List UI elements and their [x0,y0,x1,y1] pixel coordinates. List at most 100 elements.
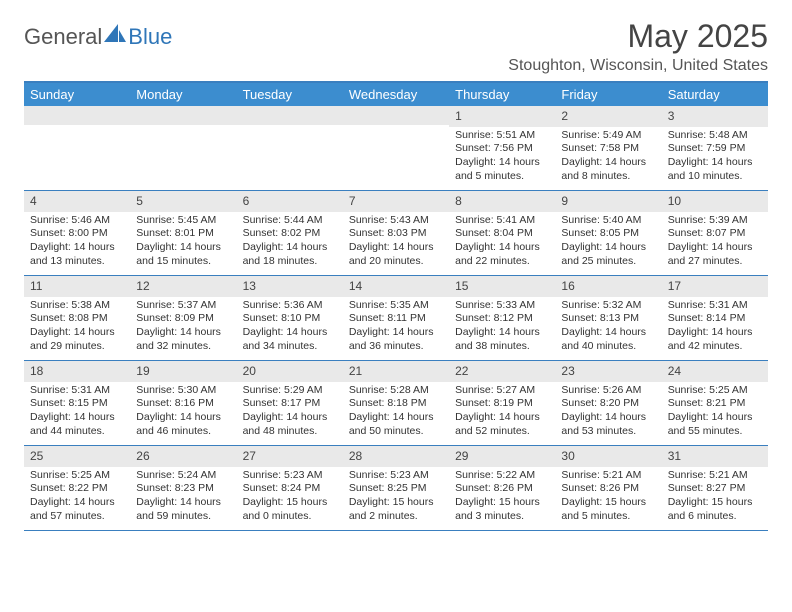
sunset-text: Sunset: 8:21 PM [668,397,762,411]
calendar-cell: 21Sunrise: 5:28 AMSunset: 8:18 PMDayligh… [343,361,449,445]
sunrise-text: Sunrise: 5:40 AM [561,214,655,228]
sail-icon [104,24,126,50]
daylight-text: Daylight: 14 hours [455,241,549,255]
cell-body: Sunrise: 5:33 AMSunset: 8:12 PMDaylight:… [449,297,555,358]
sunrise-text: Sunrise: 5:21 AM [561,469,655,483]
daylight-text: Daylight: 14 hours [455,411,549,425]
daylight-text: and 18 minutes. [243,255,337,269]
day-header: Saturday [662,83,768,106]
calendar-week: 11Sunrise: 5:38 AMSunset: 8:08 PMDayligh… [24,276,768,361]
day-number: 13 [237,276,343,297]
sunrise-text: Sunrise: 5:31 AM [668,299,762,313]
day-number: 27 [237,446,343,467]
cell-body: Sunrise: 5:22 AMSunset: 8:26 PMDaylight:… [449,467,555,528]
day-number: 3 [662,106,768,127]
sunset-text: Sunset: 8:19 PM [455,397,549,411]
daylight-text: and 40 minutes. [561,340,655,354]
calendar-cell [24,106,130,190]
day-number: 6 [237,191,343,212]
daylight-text: Daylight: 14 hours [668,241,762,255]
sunset-text: Sunset: 8:25 PM [349,482,443,496]
calendar-cell: 5Sunrise: 5:45 AMSunset: 8:01 PMDaylight… [130,191,236,275]
page-title: May 2025 [508,18,768,55]
sunset-text: Sunset: 7:59 PM [668,142,762,156]
cell-body: Sunrise: 5:31 AMSunset: 8:15 PMDaylight:… [24,382,130,443]
sunset-text: Sunset: 8:02 PM [243,227,337,241]
calendar-cell: 25Sunrise: 5:25 AMSunset: 8:22 PMDayligh… [24,446,130,530]
sunrise-text: Sunrise: 5:32 AM [561,299,655,313]
cell-body: Sunrise: 5:26 AMSunset: 8:20 PMDaylight:… [555,382,661,443]
day-number [343,106,449,125]
cell-body: Sunrise: 5:30 AMSunset: 8:16 PMDaylight:… [130,382,236,443]
sunrise-text: Sunrise: 5:23 AM [243,469,337,483]
sunrise-text: Sunrise: 5:27 AM [455,384,549,398]
daylight-text: and 5 minutes. [561,510,655,524]
calendar-cell: 6Sunrise: 5:44 AMSunset: 8:02 PMDaylight… [237,191,343,275]
cell-body: Sunrise: 5:24 AMSunset: 8:23 PMDaylight:… [130,467,236,528]
day-number: 1 [449,106,555,127]
sunrise-text: Sunrise: 5:24 AM [136,469,230,483]
calendar-cell: 29Sunrise: 5:22 AMSunset: 8:26 PMDayligh… [449,446,555,530]
calendar-cell: 26Sunrise: 5:24 AMSunset: 8:23 PMDayligh… [130,446,236,530]
daylight-text: Daylight: 14 hours [136,411,230,425]
daylight-text: Daylight: 14 hours [349,241,443,255]
calendar-cell: 1Sunrise: 5:51 AMSunset: 7:56 PMDaylight… [449,106,555,190]
day-number: 11 [24,276,130,297]
calendar-cell [130,106,236,190]
sunrise-text: Sunrise: 5:43 AM [349,214,443,228]
day-number [237,106,343,125]
sunrise-text: Sunrise: 5:44 AM [243,214,337,228]
cell-body: Sunrise: 5:41 AMSunset: 8:04 PMDaylight:… [449,212,555,273]
day-number: 14 [343,276,449,297]
cell-body: Sunrise: 5:29 AMSunset: 8:17 PMDaylight:… [237,382,343,443]
day-number: 28 [343,446,449,467]
calendar-cell: 8Sunrise: 5:41 AMSunset: 8:04 PMDaylight… [449,191,555,275]
day-header: Monday [130,83,236,106]
sunset-text: Sunset: 7:56 PM [455,142,549,156]
daylight-text: Daylight: 14 hours [561,241,655,255]
daylight-text: and 38 minutes. [455,340,549,354]
sunrise-text: Sunrise: 5:29 AM [243,384,337,398]
day-number: 21 [343,361,449,382]
sunset-text: Sunset: 8:18 PM [349,397,443,411]
day-number: 8 [449,191,555,212]
daylight-text: Daylight: 15 hours [243,496,337,510]
daylight-text: and 29 minutes. [30,340,124,354]
sunrise-text: Sunrise: 5:36 AM [243,299,337,313]
daylight-text: Daylight: 14 hours [455,326,549,340]
daylight-text: Daylight: 14 hours [136,326,230,340]
daylight-text: Daylight: 14 hours [243,411,337,425]
day-number: 15 [449,276,555,297]
cell-body: Sunrise: 5:36 AMSunset: 8:10 PMDaylight:… [237,297,343,358]
title-block: May 2025 Stoughton, Wisconsin, United St… [508,18,768,75]
calendar-week: 18Sunrise: 5:31 AMSunset: 8:15 PMDayligh… [24,361,768,446]
sunset-text: Sunset: 8:04 PM [455,227,549,241]
day-number: 23 [555,361,661,382]
calendar-cell: 22Sunrise: 5:27 AMSunset: 8:19 PMDayligh… [449,361,555,445]
day-number: 20 [237,361,343,382]
sunset-text: Sunset: 8:10 PM [243,312,337,326]
calendar-cell: 27Sunrise: 5:23 AMSunset: 8:24 PMDayligh… [237,446,343,530]
calendar-cell [237,106,343,190]
cell-body: Sunrise: 5:38 AMSunset: 8:08 PMDaylight:… [24,297,130,358]
daylight-text: and 22 minutes. [455,255,549,269]
calendar-cell: 19Sunrise: 5:30 AMSunset: 8:16 PMDayligh… [130,361,236,445]
sunrise-text: Sunrise: 5:46 AM [30,214,124,228]
sunset-text: Sunset: 8:27 PM [668,482,762,496]
daylight-text: and 0 minutes. [243,510,337,524]
sunrise-text: Sunrise: 5:38 AM [30,299,124,313]
sunset-text: Sunset: 8:01 PM [136,227,230,241]
daylight-text: and 36 minutes. [349,340,443,354]
sunset-text: Sunset: 8:11 PM [349,312,443,326]
daylight-text: Daylight: 14 hours [561,411,655,425]
day-number: 31 [662,446,768,467]
daylight-text: Daylight: 14 hours [30,496,124,510]
calendar-cell: 13Sunrise: 5:36 AMSunset: 8:10 PMDayligh… [237,276,343,360]
daylight-text: and 44 minutes. [30,425,124,439]
daylight-text: Daylight: 15 hours [349,496,443,510]
sunset-text: Sunset: 8:20 PM [561,397,655,411]
sunset-text: Sunset: 8:23 PM [136,482,230,496]
daylight-text: Daylight: 14 hours [136,241,230,255]
day-number: 2 [555,106,661,127]
day-number [130,106,236,125]
